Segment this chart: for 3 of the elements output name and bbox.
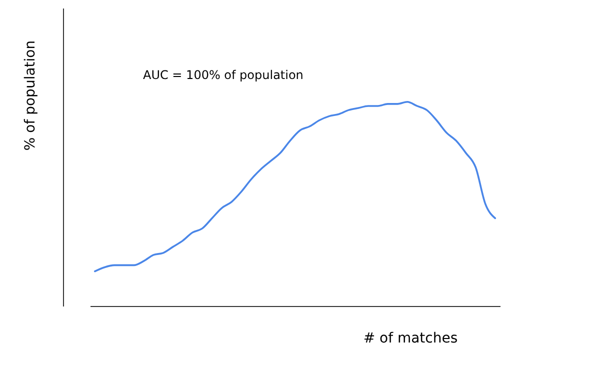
y-axis-title: % of population <box>22 40 38 151</box>
text: AUC = 100% of population <box>143 68 304 82</box>
x-axis-title: # of matches <box>363 330 458 346</box>
